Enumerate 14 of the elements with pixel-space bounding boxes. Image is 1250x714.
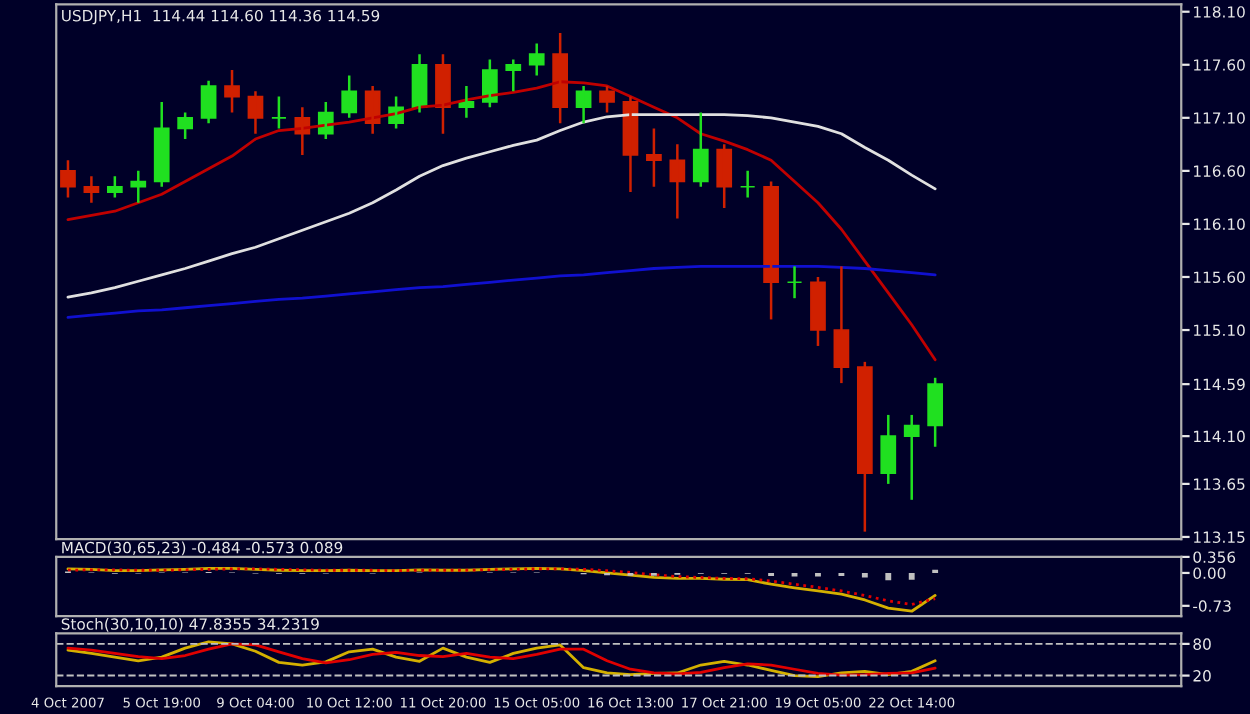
candlestick <box>341 74 358 120</box>
candlestick <box>786 265 803 300</box>
line-series <box>66 113 937 299</box>
line-series <box>66 567 937 613</box>
candlestick <box>271 95 287 130</box>
line-series <box>66 264 937 319</box>
candlestick <box>60 159 76 199</box>
candlestick <box>810 275 826 348</box>
line-series <box>66 567 937 606</box>
candlestick <box>646 127 662 189</box>
candlestick <box>106 174 123 199</box>
candlestick <box>716 143 733 210</box>
candlestick <box>739 169 756 199</box>
candlestick <box>599 84 615 114</box>
